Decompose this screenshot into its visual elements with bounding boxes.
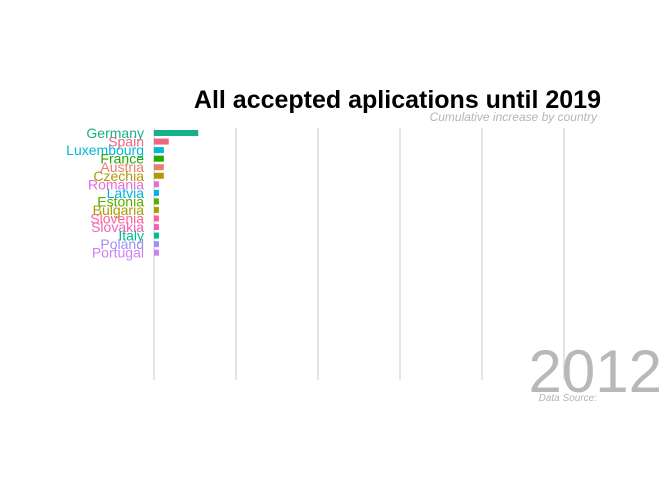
bar-romania xyxy=(154,181,159,188)
bar-slovenia xyxy=(154,215,159,222)
category-label-france: France xyxy=(100,151,144,167)
category-label-portugal: Portugal xyxy=(92,245,144,261)
bar-germany xyxy=(154,130,199,136)
grid-lines xyxy=(153,128,565,380)
bar-czechia xyxy=(154,172,164,179)
category-label-estonia: Estonia xyxy=(97,193,144,209)
category-label-poland: Poland xyxy=(100,236,144,252)
category-label-romania: Romania xyxy=(88,176,144,192)
category-label-slovakia: Slovakia xyxy=(91,219,144,235)
category-label-italy: Italy xyxy=(118,228,144,244)
chart-subtitle: Cumulative increase by country xyxy=(430,110,598,124)
bar-bulgaria xyxy=(154,206,159,213)
bar-austria xyxy=(154,164,164,171)
bar-estonia xyxy=(154,198,159,205)
chart-caption: Data Source: xyxy=(539,393,598,404)
category-label-austria: Austria xyxy=(100,159,144,175)
chart-title: All accepted aplications until 2019 xyxy=(194,86,601,114)
category-label-czechia: Czechia xyxy=(93,168,144,184)
bar-slovakia xyxy=(154,224,159,231)
bar-spain xyxy=(154,138,169,145)
category-labels: GermanySpainLuxembourgFranceAustriaCzech… xyxy=(66,125,144,261)
bar-poland xyxy=(154,241,159,248)
bar-france xyxy=(154,155,164,162)
category-label-luxembourg: Luxembourg xyxy=(66,142,144,158)
bar-italy xyxy=(154,232,159,239)
category-label-bulgaria: Bulgaria xyxy=(93,202,145,218)
category-label-spain: Spain xyxy=(108,134,144,150)
bar-luxembourg xyxy=(154,147,164,154)
category-label-slovenia: Slovenia xyxy=(90,211,144,227)
category-label-latvia: Latvia xyxy=(107,185,145,201)
category-label-germany: Germany xyxy=(86,125,144,141)
year-label: 2012 xyxy=(529,338,662,405)
bar-latvia xyxy=(154,189,159,196)
bar-portugal xyxy=(154,249,159,256)
bars xyxy=(154,130,199,256)
